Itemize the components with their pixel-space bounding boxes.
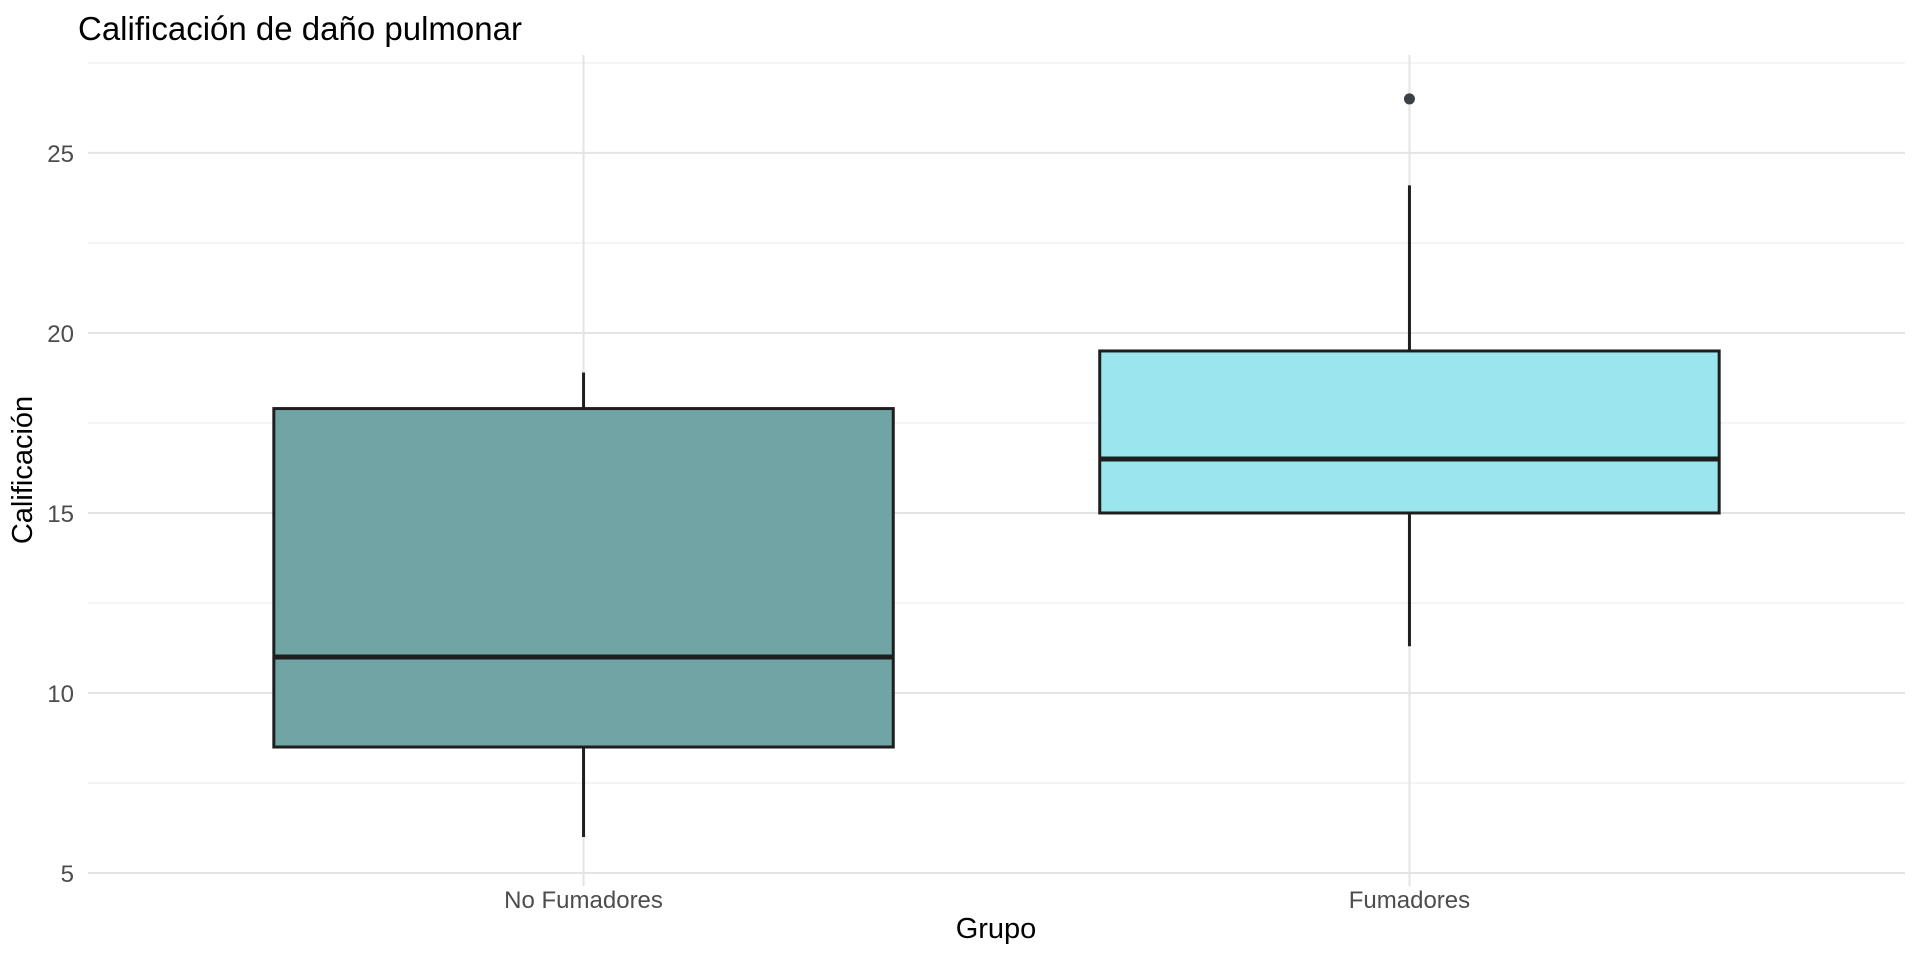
y-tick-label: 25	[47, 141, 74, 168]
x-axis-title: Grupo	[956, 913, 1037, 945]
x-category-label: No Fumadores	[504, 887, 663, 914]
y-tick-label: 5	[61, 861, 74, 888]
y-axis-title: Calificación	[7, 396, 39, 544]
box	[1098, 349, 1721, 515]
outlier-point	[1403, 93, 1415, 105]
chart-title: Calificación de daño pulmonar	[78, 10, 522, 47]
x-category-label: Fumadores	[1349, 887, 1470, 914]
y-tick-label: 15	[47, 501, 74, 528]
plot-layer: 5 10 15 20 25 No Fumadores Fumadores	[47, 55, 1905, 914]
y-tick-label: 20	[47, 321, 74, 348]
box	[272, 407, 895, 749]
y-tick-label: 10	[47, 681, 74, 708]
